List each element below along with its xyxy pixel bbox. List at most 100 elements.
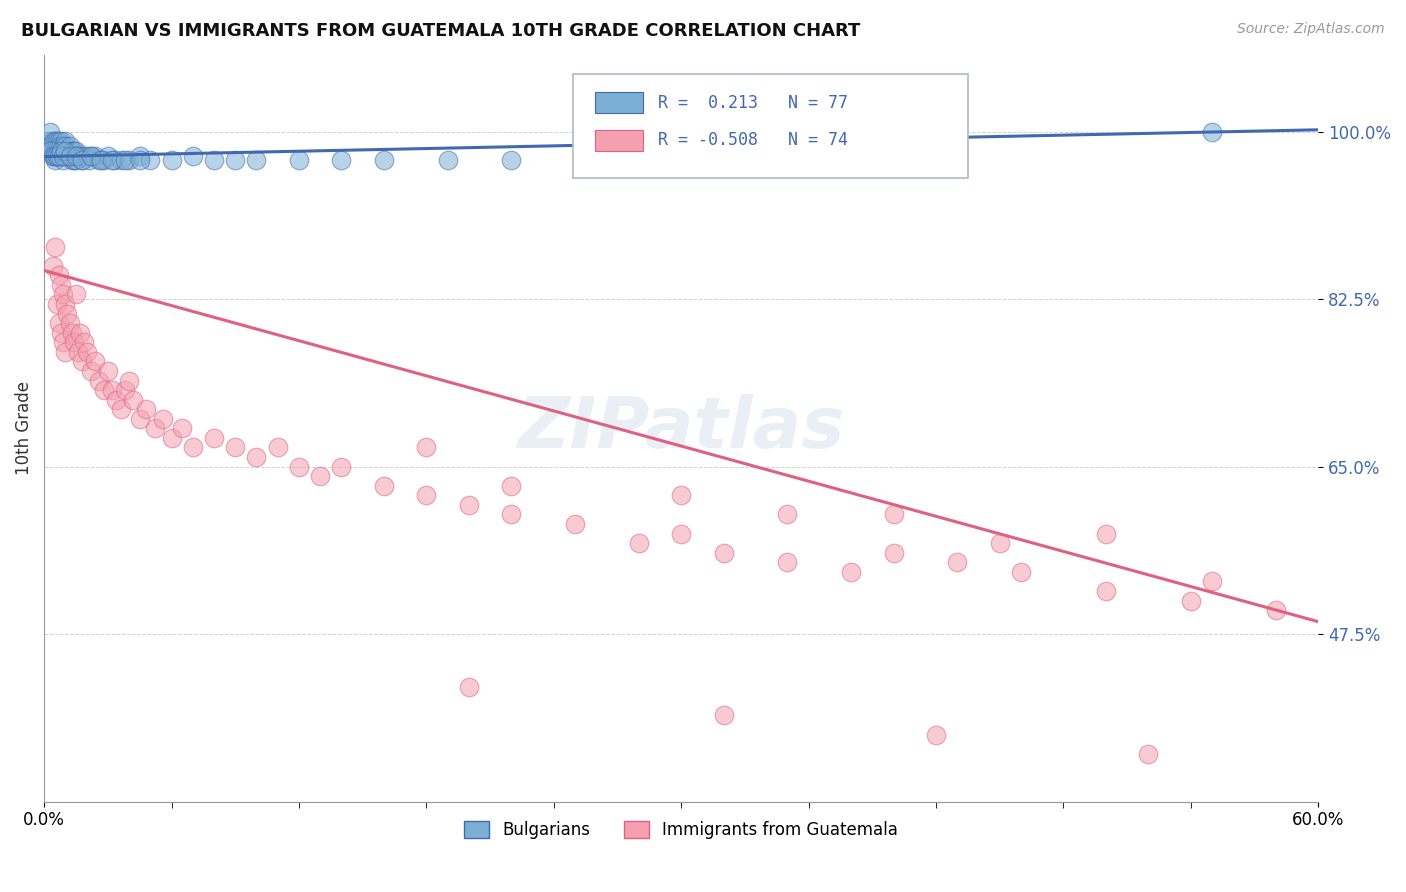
- Point: [41, 148, 63, 162]
- Point: [76, 148, 98, 162]
- Point: [1180, 593, 1202, 607]
- Point: [45, 134, 67, 148]
- Point: [72, 354, 94, 368]
- Point: [76, 344, 98, 359]
- Point: [415, 441, 437, 455]
- Point: [48, 316, 70, 330]
- Point: [89, 374, 111, 388]
- Point: [45, 144, 67, 158]
- Point: [53, 139, 76, 153]
- Point: [58, 139, 80, 153]
- Point: [60, 144, 83, 158]
- Point: [713, 546, 735, 560]
- Point: [585, 153, 607, 168]
- Point: [48, 148, 70, 162]
- Text: R = -0.508   N = 74: R = -0.508 N = 74: [658, 131, 848, 149]
- Point: [48, 268, 70, 283]
- Point: [114, 383, 136, 397]
- Point: [56, 148, 79, 162]
- Point: [77, 153, 100, 168]
- Point: [52, 335, 75, 350]
- Point: [49, 277, 72, 292]
- Point: [93, 153, 115, 168]
- Point: [110, 402, 132, 417]
- Point: [90, 153, 112, 168]
- Point: [60, 326, 83, 340]
- Point: [627, 536, 650, 550]
- Text: BULGARIAN VS IMMIGRANTS FROM GUATEMALA 10TH GRADE CORRELATION CHART: BULGARIAN VS IMMIGRANTS FROM GUATEMALA 1…: [21, 22, 860, 40]
- Point: [58, 316, 80, 330]
- Point: [52, 153, 75, 168]
- Point: [39, 144, 62, 158]
- Point: [713, 708, 735, 723]
- Point: [160, 431, 183, 445]
- Point: [52, 139, 75, 153]
- Point: [883, 508, 905, 522]
- FancyBboxPatch shape: [572, 74, 967, 178]
- Point: [1201, 574, 1223, 589]
- Point: [53, 144, 76, 158]
- Point: [288, 153, 311, 168]
- Point: [143, 421, 166, 435]
- Point: [122, 392, 145, 407]
- Point: [564, 517, 586, 532]
- Point: [105, 392, 128, 407]
- Point: [49, 148, 72, 162]
- Point: [245, 450, 267, 464]
- Point: [49, 139, 72, 153]
- Point: [224, 441, 246, 455]
- Point: [60, 153, 83, 168]
- Point: [53, 148, 76, 162]
- Point: [267, 441, 290, 455]
- Point: [53, 297, 76, 311]
- Bar: [595, 129, 643, 151]
- Point: [373, 153, 395, 168]
- Point: [67, 344, 90, 359]
- Point: [118, 153, 141, 168]
- Point: [80, 148, 103, 162]
- Point: [65, 153, 87, 168]
- Point: [49, 326, 72, 340]
- Bar: [595, 93, 643, 113]
- Point: [373, 479, 395, 493]
- Point: [41, 134, 63, 148]
- Point: [135, 402, 157, 417]
- Point: [45, 148, 67, 162]
- Point: [1264, 603, 1286, 617]
- Point: [501, 479, 523, 493]
- Point: [1201, 125, 1223, 139]
- Point: [436, 153, 458, 168]
- Point: [63, 335, 86, 350]
- Point: [1010, 565, 1032, 579]
- Point: [67, 148, 90, 162]
- Point: [80, 364, 103, 378]
- Point: [65, 287, 87, 301]
- Point: [415, 488, 437, 502]
- Point: [245, 153, 267, 168]
- Point: [1137, 747, 1160, 761]
- Point: [309, 469, 332, 483]
- Point: [330, 153, 353, 168]
- Point: [52, 287, 75, 301]
- Point: [89, 153, 111, 168]
- Point: [52, 144, 75, 158]
- Point: [65, 148, 87, 162]
- Point: [128, 153, 150, 168]
- Point: [202, 153, 225, 168]
- Point: [41, 259, 63, 273]
- Point: [925, 728, 948, 742]
- Point: [946, 555, 969, 569]
- Point: [776, 508, 799, 522]
- Point: [63, 144, 86, 158]
- Point: [56, 144, 79, 158]
- Text: Source: ZipAtlas.com: Source: ZipAtlas.com: [1237, 22, 1385, 37]
- Point: [49, 144, 72, 158]
- Point: [63, 153, 86, 168]
- Point: [84, 148, 107, 162]
- Point: [224, 153, 246, 168]
- Point: [1095, 526, 1118, 541]
- Point: [114, 153, 136, 168]
- Point: [118, 374, 141, 388]
- Point: [73, 148, 96, 162]
- Point: [97, 148, 120, 162]
